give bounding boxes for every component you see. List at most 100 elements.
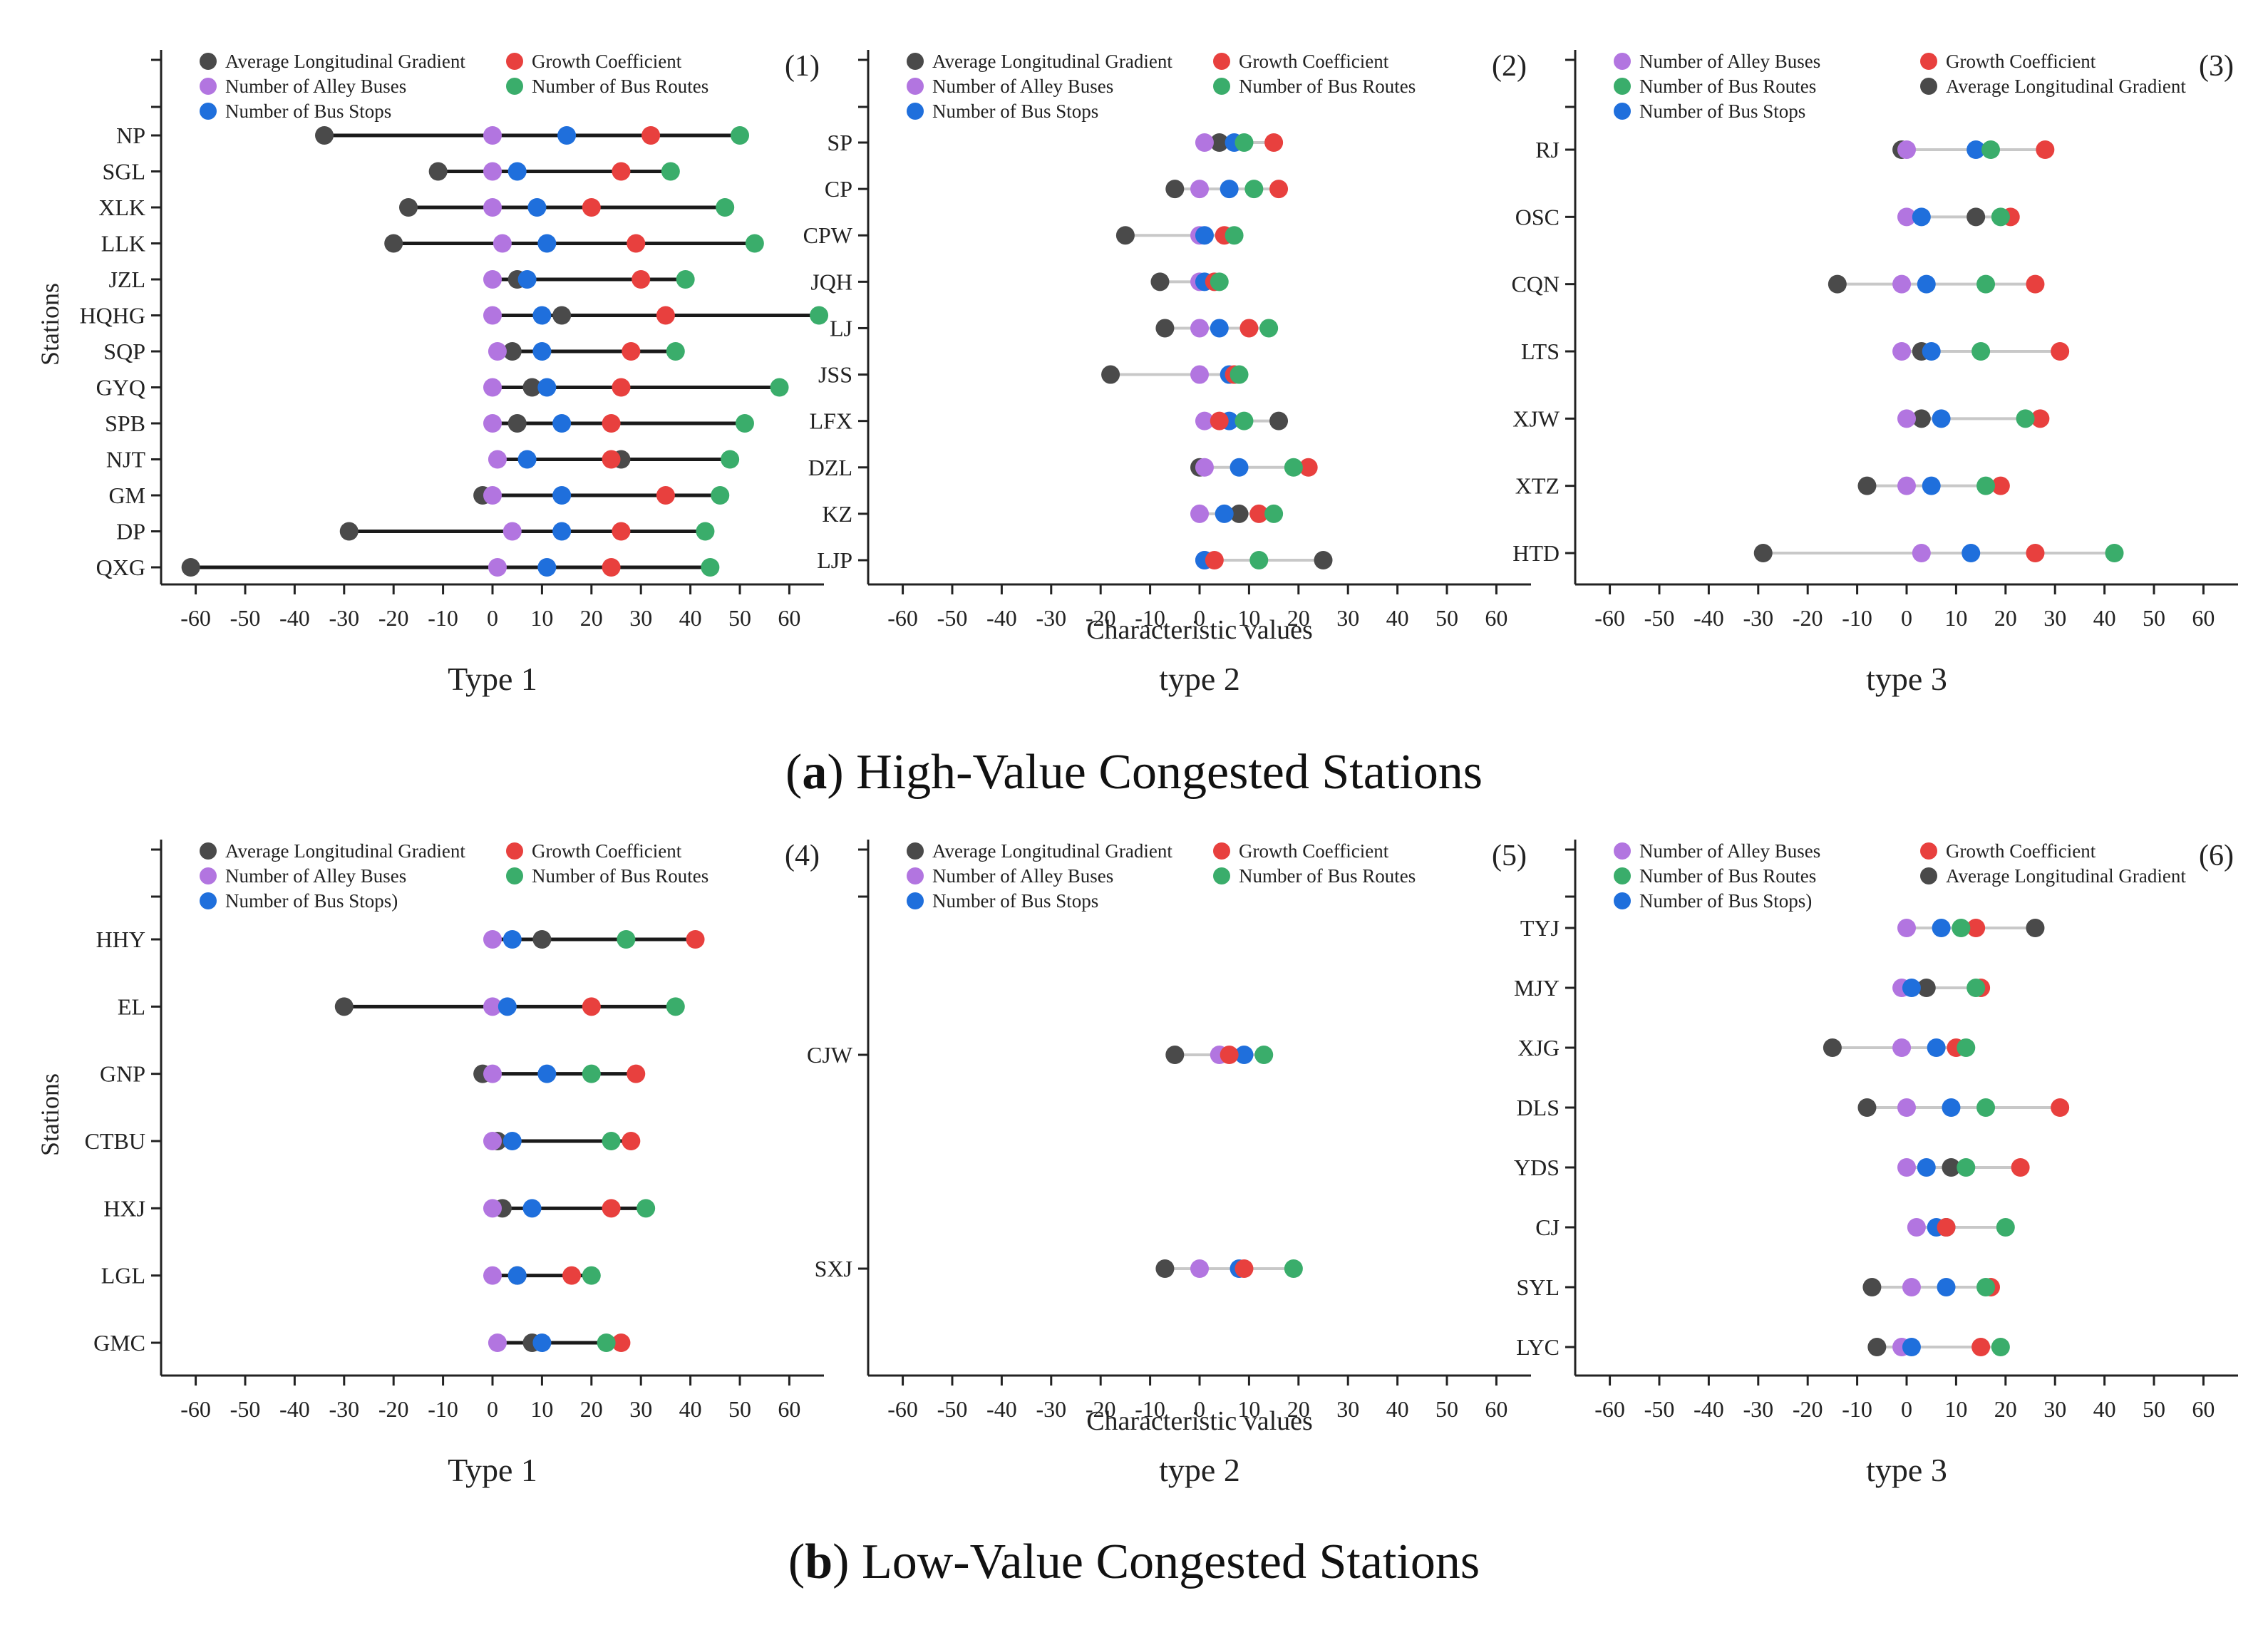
data-point [1937,1278,1956,1296]
legend-label: Number of Bus Stops [932,100,1098,122]
x-tick-label: 20 [1287,605,1310,631]
x-tick-label: -20 [1793,1396,1823,1422]
legend-marker [200,78,217,95]
x-tick-label: -20 [378,605,409,631]
legend-marker [907,78,924,95]
legend-marker [1614,892,1631,909]
data-point [537,1064,557,1083]
data-point [339,522,359,541]
data-point [1991,1338,2010,1356]
data-point [810,306,829,325]
chart-panel-2: -60 -50 -40 -30 -20 -10 0 10 20 30 40 50 60 SP CP CPW JQ… [803,50,1531,697]
legend-marker [1614,842,1631,860]
x-tick-label: -10 [428,605,458,631]
data-point [502,930,522,949]
x-tick-label: 20 [580,605,603,631]
data-point [627,234,646,253]
data-point [1239,319,1259,338]
x-tick-label: 30 [629,1396,652,1422]
data-point [1230,365,1249,384]
data-point [602,450,621,469]
y-tick-label: LJP [817,547,852,573]
data-point [1155,319,1175,338]
data-point [493,234,512,253]
legend-label: Average Longitudinal Gradient [932,51,1172,72]
y-tick-label: SQP [103,339,145,364]
y-tick-label: YDS [1514,1155,1560,1180]
x-axis-title: Characteristic values [1086,615,1313,645]
data-point [1284,458,1303,477]
legend-label: Number of Alley Buses [1639,51,1820,72]
legend-marker [506,78,523,95]
data-point [602,1199,621,1218]
x-tick-label: -40 [1694,605,1724,631]
data-point [2016,409,2035,428]
data-point [1902,1278,1921,1296]
y-tick-label: JSS [818,362,852,388]
legend-label: Growth Coefficient [1946,840,2096,862]
data-point [483,162,502,181]
x-tick-label: 40 [679,1396,702,1422]
y-tick-label: LJ [830,315,852,341]
data-point [483,1199,502,1218]
data-point [1220,180,1239,199]
data-point [1195,411,1214,430]
data-point [701,558,720,577]
data-point [1937,1218,1956,1237]
legend-marker [907,892,924,909]
legend-label: Number of Alley Buses [225,865,406,887]
data-point [602,558,621,577]
legend-label: Number of Bus Stops) [1639,890,1812,912]
x-tick-label: -40 [986,605,1017,631]
legend-marker [1614,53,1631,70]
data-point [488,450,507,469]
data-point [1254,1046,1274,1064]
data-point [656,306,675,325]
legend-marker [907,103,924,120]
y-tick-label: GYQ [96,375,145,401]
panel-title: type 2 [1159,661,1240,697]
data-point [1957,1038,1976,1057]
chart-panel-6: -60 -50 -40 -30 -20 -10 0 10 20 30 40 50 60 TYJ MJY XJG… [1514,840,2238,1488]
x-tick-label: 0 [1194,605,1205,631]
legend-marker [200,867,217,884]
data-point [1892,1038,1912,1057]
data-point [1912,207,1931,227]
legend-marker [200,842,217,860]
data-point [1967,140,1986,159]
data-point [1230,458,1249,477]
legend-label: Number of Bus Routes [532,865,708,887]
data-point [1269,180,1289,199]
x-tick-label: 0 [487,1396,498,1422]
y-tick-label: HTD [1512,540,1560,566]
x-tick-label: -50 [937,605,968,631]
y-tick-label: JZL [108,267,145,292]
data-point [1264,133,1284,152]
data-point [502,342,522,361]
data-point [597,1333,616,1352]
x-tick-label: 30 [1336,605,1359,631]
y-tick-label: CP [825,176,852,202]
legend-label: Growth Coefficient [1239,51,1389,72]
data-point [1957,1158,1976,1177]
data-point [1210,411,1229,430]
y-tick-label: DZL [808,455,852,480]
data-point [696,522,715,541]
x-tick-label: 10 [1944,605,1967,631]
data-point [1971,1338,1991,1356]
section-b-caption: (b) Low-Value Congested Stations [788,1534,1480,1589]
legend-label: Growth Coefficient [1946,51,2096,72]
legend-marker [1920,78,1937,95]
data-point [1225,226,1244,245]
data-point [483,126,502,145]
legend-marker [907,867,924,884]
y-tick-label: QXG [96,554,145,580]
legend-label: Number of Bus Stops) [225,890,398,912]
x-tick-label: -30 [1743,1396,1773,1422]
data-point [1932,919,1951,937]
data-point [1314,551,1333,569]
data-point [1190,1259,1209,1278]
legend-label: Growth Coefficient [532,840,682,862]
data-point [483,1132,502,1150]
chart-panel-4: -60 -50 -40 -30 -20 -10 0 10 20 30 40 50 60 HHY EL GNP C… [36,840,824,1488]
